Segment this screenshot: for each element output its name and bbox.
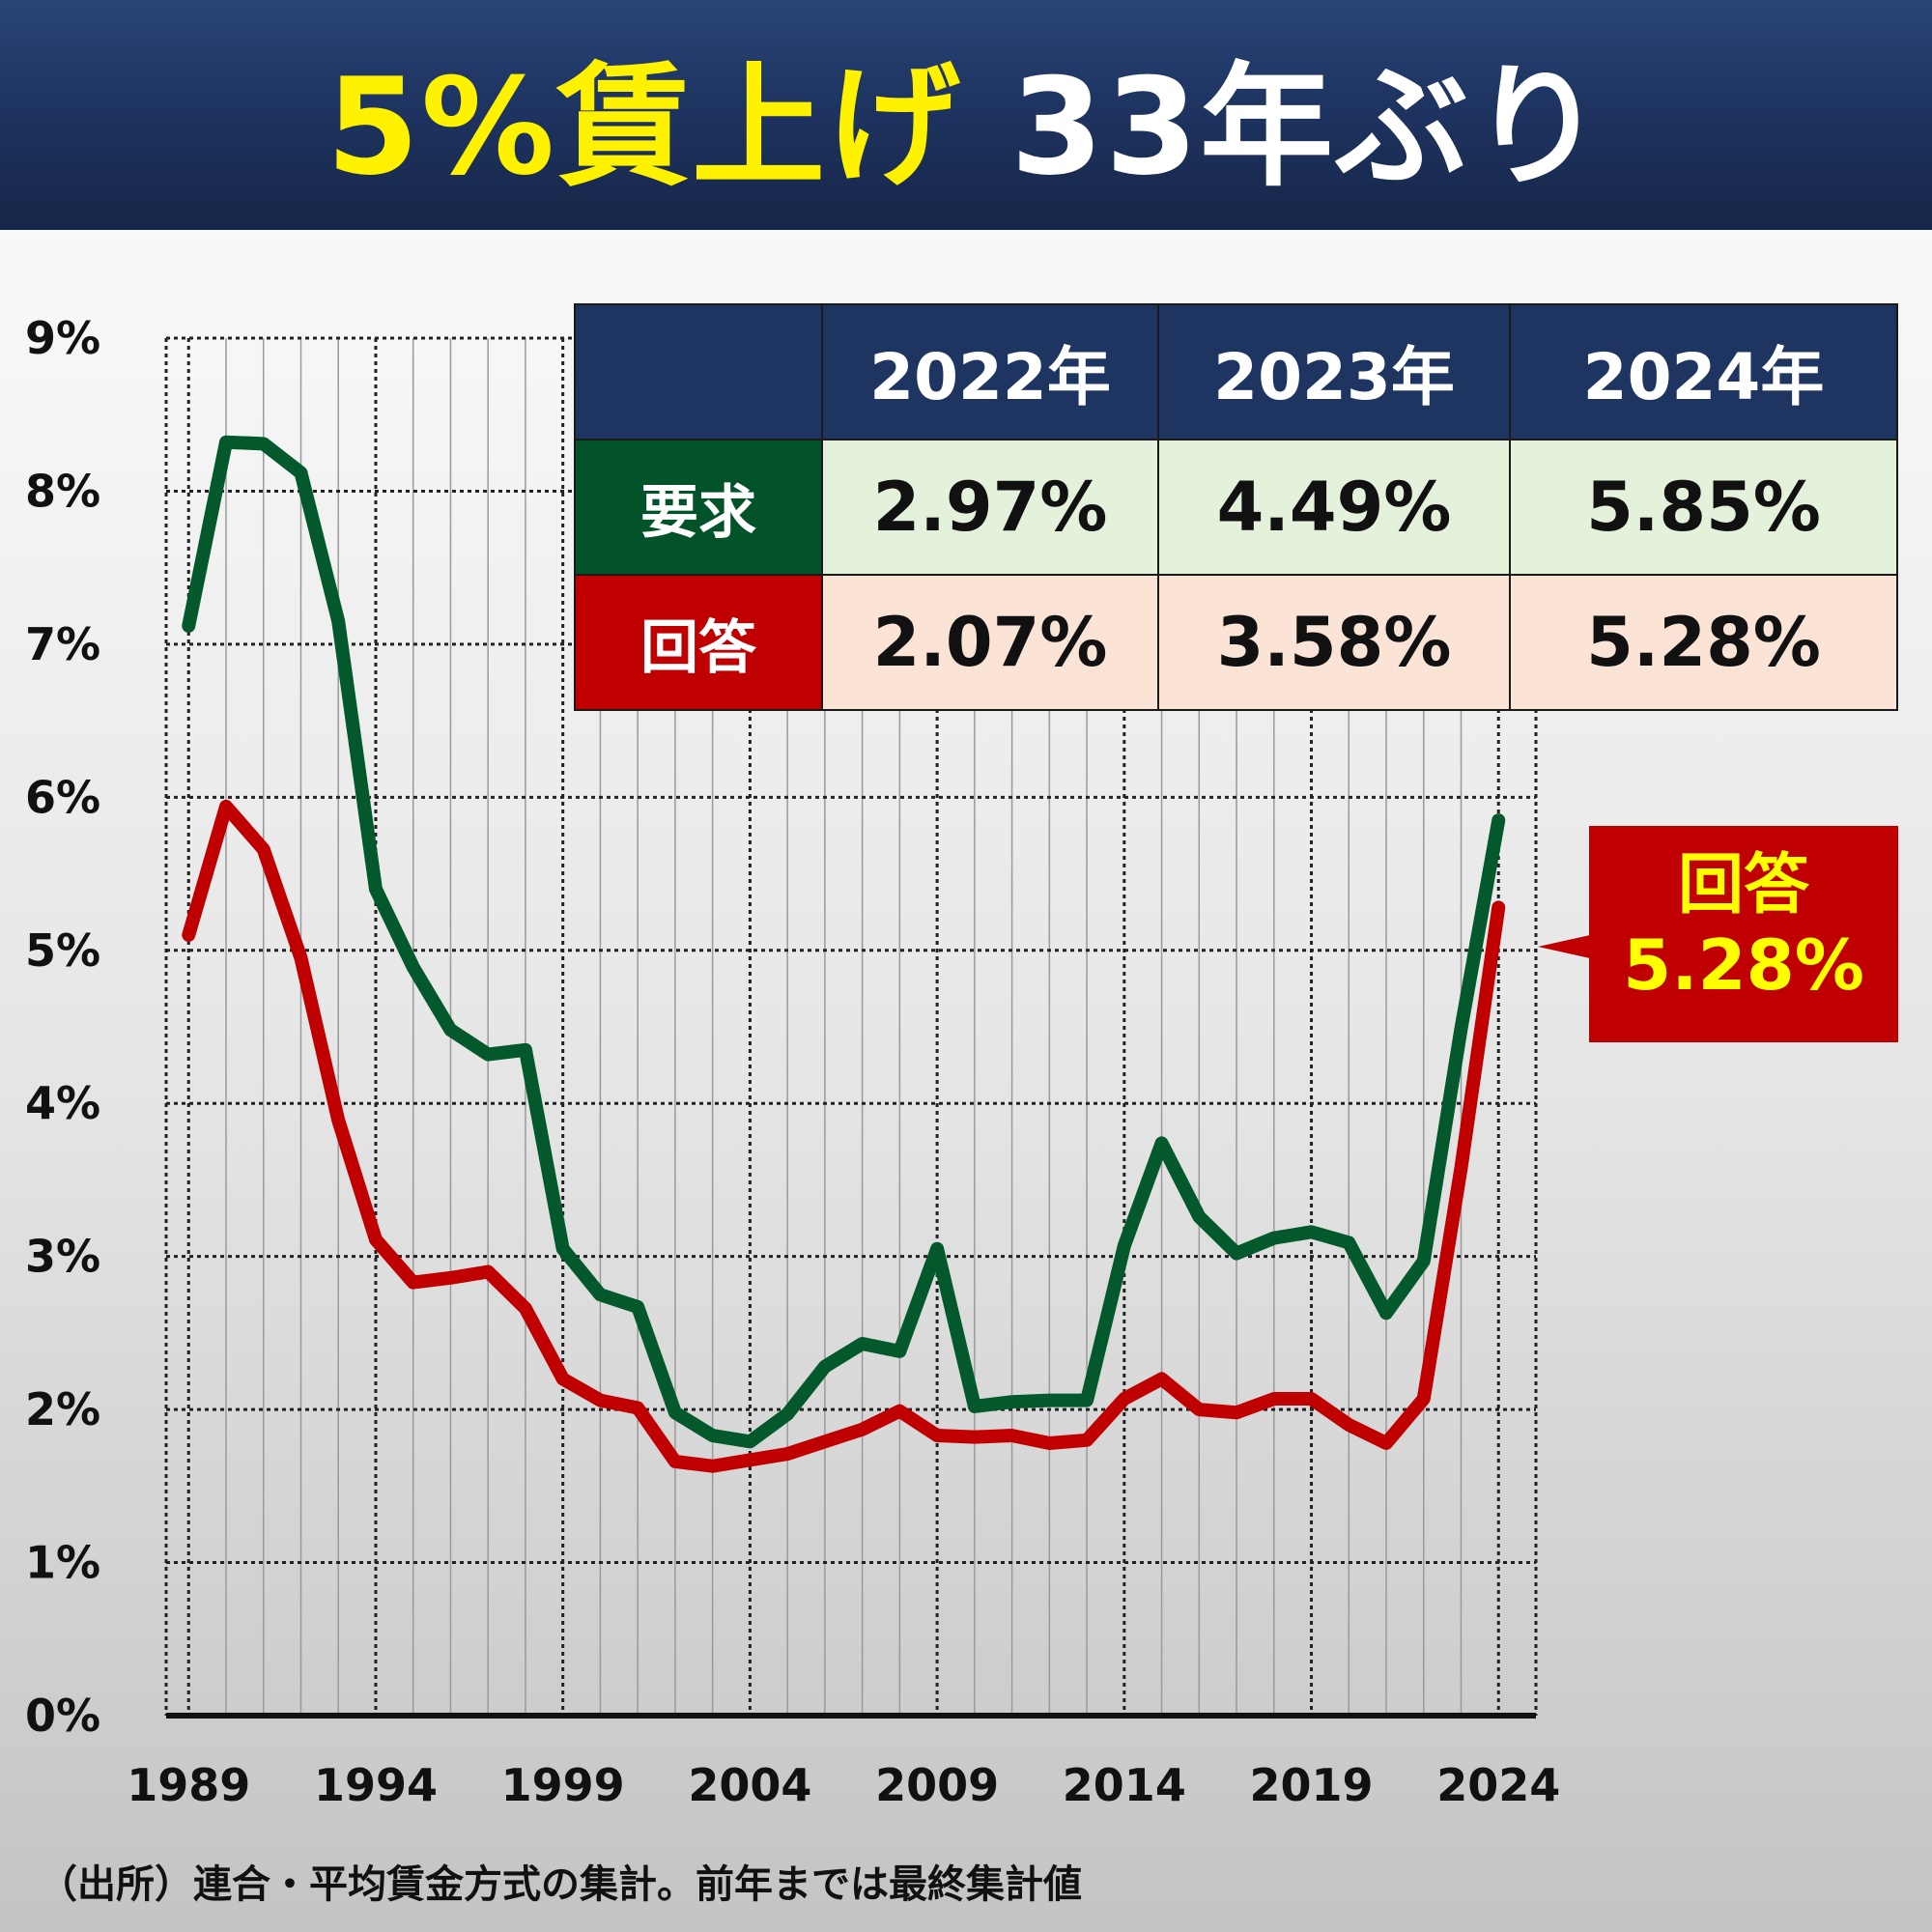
y-tick-label: 4% xyxy=(25,1077,100,1129)
callout-pointer xyxy=(1538,935,1590,958)
table-year-2022: 2022年 xyxy=(821,303,1159,440)
request-2022: 2.97% xyxy=(821,439,1159,576)
y-tick-label: 8% xyxy=(25,465,100,517)
y-tick-label: 5% xyxy=(25,924,100,977)
answer-2022: 2.07% xyxy=(821,574,1159,711)
answer-2023: 3.58% xyxy=(1157,574,1511,711)
chart-lines xyxy=(182,435,1506,1473)
y-tick-label: 7% xyxy=(25,618,100,670)
x-tick-label: 2024 xyxy=(1436,1759,1560,1811)
x-tick-label: 1994 xyxy=(314,1759,438,1811)
x-tick-label: 1989 xyxy=(127,1759,250,1811)
table-header-row: 2022年 2023年 2024年 xyxy=(574,303,1898,440)
x-tick-label: 1999 xyxy=(501,1759,625,1811)
title-rest: 33年ぶり xyxy=(1010,49,1606,205)
y-tick-label: 2% xyxy=(25,1383,100,1435)
y-tick-label: 3% xyxy=(25,1231,100,1283)
answer-callout: 回答 5.28% xyxy=(1589,826,1898,1042)
title-banner: 5%賃上げ 33年ぶり xyxy=(0,0,1932,230)
rate-table: 2022年 2023年 2024年 要求 2.97% 4.49% 5.85% 回… xyxy=(574,303,1898,711)
request-2023: 4.49% xyxy=(1157,439,1511,576)
series-line-要求 xyxy=(182,435,1506,1449)
x-tick-label: 2004 xyxy=(688,1759,811,1811)
request-2024: 5.85% xyxy=(1509,439,1898,576)
x-tick-label: 2019 xyxy=(1250,1759,1374,1811)
row-label-answer: 回答 xyxy=(574,574,823,711)
y-tick-label: 9% xyxy=(25,312,100,364)
table-year-2024: 2024年 xyxy=(1509,303,1898,440)
y-tick-label: 0% xyxy=(25,1690,100,1742)
callout-label: 回答 xyxy=(1677,847,1809,923)
source-note: （出所）連合・平均賃金方式の集計。前年までは最終集計値 xyxy=(39,1862,1082,1907)
x-tick-label: 2014 xyxy=(1063,1759,1186,1811)
series-line-回答 xyxy=(182,799,1506,1473)
x-axis-ticks: 1989 1994 1999 2004 2009 2014 2019 2024 xyxy=(127,1759,1560,1811)
page-title: 5%賃上げ 33年ぶり xyxy=(327,18,1605,212)
y-tick-label: 1% xyxy=(25,1537,100,1589)
y-axis-ticks: 0% 1% 2% 3% 4% 5% 6% 7% 8% 9% xyxy=(25,312,100,1742)
answer-2024: 5.28% xyxy=(1509,574,1898,711)
table-row-request: 要求 2.97% 4.49% 5.85% xyxy=(574,439,1898,576)
title-highlight: 5%賃上げ xyxy=(326,49,963,205)
y-tick-label: 6% xyxy=(25,771,100,823)
table-row-answer: 回答 2.07% 3.58% 5.28% xyxy=(574,574,1898,711)
table-corner-cell xyxy=(574,303,823,440)
x-tick-label: 2009 xyxy=(875,1759,999,1811)
table-year-2023: 2023年 xyxy=(1157,303,1511,440)
callout-value: 5.28% xyxy=(1623,924,1864,1006)
row-label-request: 要求 xyxy=(574,439,823,576)
